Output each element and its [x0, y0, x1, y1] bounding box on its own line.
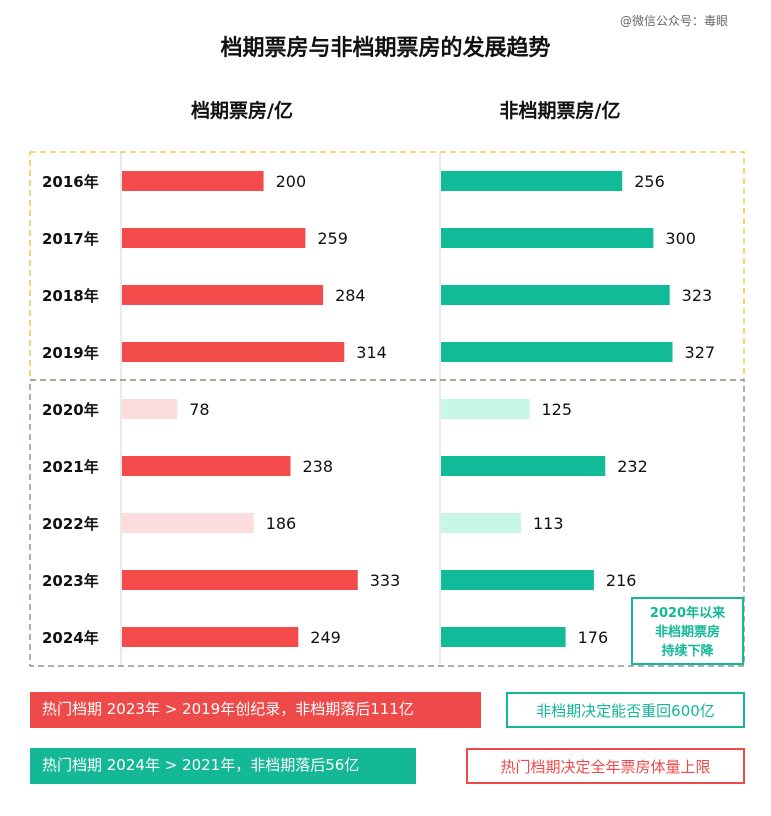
annotation-line-2: 非档期票房 [654, 625, 720, 640]
year-label: 2023年 [42, 572, 99, 590]
watermark: @微信公众号：毒眼 [620, 14, 729, 28]
value-label-non-schedule: 323 [682, 286, 713, 305]
value-label-non-schedule: 216 [606, 571, 637, 590]
value-label-schedule: 284 [335, 286, 366, 305]
value-label-non-schedule: 256 [634, 172, 665, 191]
value-label-non-schedule: 125 [542, 400, 573, 419]
bar-schedule [122, 399, 178, 419]
bar-non-schedule [441, 570, 594, 590]
value-label-non-schedule: 232 [617, 457, 648, 476]
bar-non-schedule [441, 285, 670, 305]
value-label-schedule: 249 [310, 628, 341, 647]
year-label: 2022年 [42, 515, 99, 533]
bar-chart: 2016年 200 256 2017年 259 300 2018年 284 323 2019年 31… [29, 151, 745, 667]
value-label-schedule: 259 [317, 229, 348, 248]
value-label-schedule: 238 [303, 457, 334, 476]
bar-non-schedule [441, 399, 530, 419]
summary-pill-red-filled: 热门档期 2023年 > 2019年创纪录，非档期落后111亿 [30, 692, 481, 728]
summary-pill-green-filled: 热门档期 2024年 > 2021年，非档期落后56亿 [30, 748, 416, 784]
summary-pill-green-outline: 非档期决定能否重回600亿 [506, 692, 745, 728]
bar-non-schedule [441, 513, 522, 533]
bar-schedule [122, 171, 264, 191]
value-label-schedule: 78 [189, 400, 209, 419]
year-label: 2020年 [42, 401, 99, 419]
bar-non-schedule [441, 627, 566, 647]
value-label-non-schedule: 327 [685, 343, 716, 362]
annotation-line-3: 持续下降 [661, 644, 714, 659]
chart-title: 档期票房与非档期票房的发展趋势 [220, 36, 551, 61]
value-label-non-schedule: 113 [533, 514, 564, 533]
value-label-non-schedule: 176 [578, 628, 609, 647]
bar-non-schedule [441, 456, 606, 476]
value-label-schedule: 200 [276, 172, 307, 191]
year-label: 2018年 [42, 287, 99, 305]
bar-non-schedule [441, 342, 673, 362]
bar-schedule [122, 570, 358, 590]
bar-schedule [122, 456, 291, 476]
summary-pill-red-outline: 热门档期决定全年票房体量上限 [466, 748, 745, 784]
year-label: 2024年 [42, 629, 99, 647]
bar-schedule [122, 513, 254, 533]
year-label: 2021年 [42, 458, 99, 476]
bar-non-schedule [441, 228, 654, 248]
bar-schedule [122, 228, 306, 248]
value-label-non-schedule: 300 [665, 229, 696, 248]
left-column-header: 档期票房/亿 [191, 100, 293, 122]
value-label-schedule: 333 [370, 571, 401, 590]
year-label: 2019年 [42, 344, 99, 362]
value-label-schedule: 314 [356, 343, 387, 362]
annotation-line-1: 2020年以来 [649, 606, 726, 621]
bar-schedule [122, 285, 324, 305]
annotation-box: 2020年以来 非档期票房 持续下降 [631, 597, 744, 665]
year-label: 2016年 [42, 173, 99, 191]
bar-schedule [122, 342, 345, 362]
bar-non-schedule [441, 171, 623, 191]
year-label: 2017年 [42, 230, 99, 248]
value-label-schedule: 186 [266, 514, 297, 533]
bar-schedule [122, 627, 299, 647]
right-column-header: 非档期票房/亿 [499, 100, 621, 122]
group-frame-2016-2019 [29, 151, 745, 381]
